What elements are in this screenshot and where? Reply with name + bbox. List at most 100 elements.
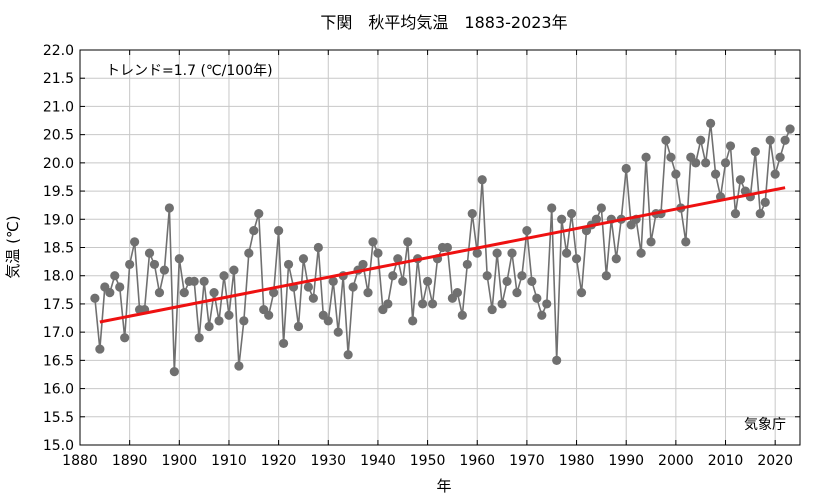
data-point: [720, 158, 731, 168]
data-point: [661, 135, 671, 145]
data-point: [105, 288, 115, 298]
data-point: [418, 299, 428, 309]
data-point: [328, 276, 338, 286]
data-point: [264, 310, 274, 320]
y-tick-label: 20.5: [43, 128, 74, 144]
data-point: [487, 304, 497, 315]
y-tick-label: 15.0: [43, 438, 74, 454]
trend-layer: [99, 186, 786, 324]
x-tick-label: 1910: [211, 453, 247, 469]
data-point: [735, 175, 746, 185]
data-point: [542, 299, 552, 309]
data-point: [576, 288, 587, 298]
data-point: [199, 276, 209, 286]
y-tick-label: 16.5: [43, 353, 74, 369]
data-point: [214, 316, 224, 326]
data-point: [308, 293, 318, 303]
y-tick-label: 18.0: [43, 269, 74, 285]
data-point: [666, 152, 676, 162]
data-point: [343, 350, 353, 360]
data-point: [303, 282, 314, 292]
data-point: [710, 169, 721, 179]
x-axis-title: 年: [436, 477, 451, 495]
data-point: [462, 259, 472, 270]
data-point: [90, 293, 100, 303]
data-point: [706, 118, 716, 128]
data-point: [333, 327, 343, 337]
y-tick-label: 22.0: [43, 43, 74, 59]
data-point: [254, 209, 264, 219]
data-point: [730, 209, 741, 219]
x-tick-label: 1950: [410, 453, 446, 469]
y-tick-label: 21.0: [43, 99, 74, 115]
axis-ticks: 15.0 15.5 16.0 16.5 17.0 17.5 18.0 18.5 19.0 19.5…: [43, 43, 800, 469]
chart-title: 下関 秋平均気温 1883-2023年: [320, 13, 567, 32]
data-point: [646, 237, 656, 247]
data-point: [313, 242, 323, 253]
data-point: [368, 237, 378, 247]
data-point: [293, 321, 304, 332]
data-point: [442, 242, 453, 253]
data-point: [497, 299, 507, 309]
data-point: [591, 214, 602, 224]
data-point: [522, 225, 532, 236]
data-point: [388, 271, 398, 281]
data-point: [557, 214, 567, 224]
source-label: 気象庁: [744, 417, 786, 433]
data-point: [398, 276, 408, 286]
x-tick-label: 1890: [112, 453, 148, 469]
data-point: [467, 209, 477, 219]
data-point: [696, 135, 706, 145]
data-point: [472, 248, 482, 258]
y-tick-label: 21.5: [43, 71, 74, 87]
data-point: [611, 254, 621, 264]
data-point: [671, 169, 681, 179]
data-point: [725, 141, 736, 151]
data-point: [636, 248, 646, 258]
data-point: [174, 254, 184, 264]
data-point: [164, 203, 174, 213]
grid: [79, 49, 800, 446]
data-point: [765, 135, 775, 145]
data-point: [298, 254, 309, 264]
data-point: [244, 248, 254, 258]
y-tick-label: 18.5: [43, 241, 74, 257]
trend-line: [99, 186, 786, 324]
trend-label: トレンド=1.7 (℃/100年): [106, 63, 273, 79]
data-point: [408, 316, 418, 326]
data-point: [452, 288, 462, 298]
data-point: [527, 276, 537, 286]
data-point: [457, 310, 467, 320]
data-point: [219, 271, 229, 281]
data-point: [189, 276, 199, 286]
data-point: [239, 316, 249, 326]
data-point: [115, 282, 125, 292]
x-tick-label: 1990: [608, 453, 644, 469]
data-point: [209, 288, 219, 298]
data-point: [641, 152, 651, 162]
data-point: [477, 175, 487, 185]
data-point: [234, 361, 244, 371]
x-tick-label: 1980: [559, 453, 595, 469]
data-point: [130, 237, 140, 247]
data-point: [95, 344, 105, 354]
x-tick-label: 1970: [509, 453, 545, 469]
data-point: [482, 271, 492, 281]
data-point: [701, 158, 711, 168]
data-point: [517, 271, 527, 281]
data-point: [348, 282, 358, 292]
y-tick-label: 17.0: [43, 325, 74, 341]
data-point: [159, 265, 170, 275]
data-point: [224, 310, 234, 320]
y-tick-label: 19.5: [43, 184, 74, 200]
data-point: [393, 254, 403, 264]
data-point: [547, 203, 557, 213]
data-point: [601, 271, 611, 281]
data-point: [274, 225, 284, 236]
x-tick-label: 1880: [62, 453, 98, 469]
y-tick-label: 20.0: [43, 156, 74, 172]
x-tick-label: 1900: [161, 453, 197, 469]
data-point: [596, 203, 606, 213]
series-layer: [90, 118, 795, 377]
y-tick-label: 16.0: [43, 382, 74, 398]
